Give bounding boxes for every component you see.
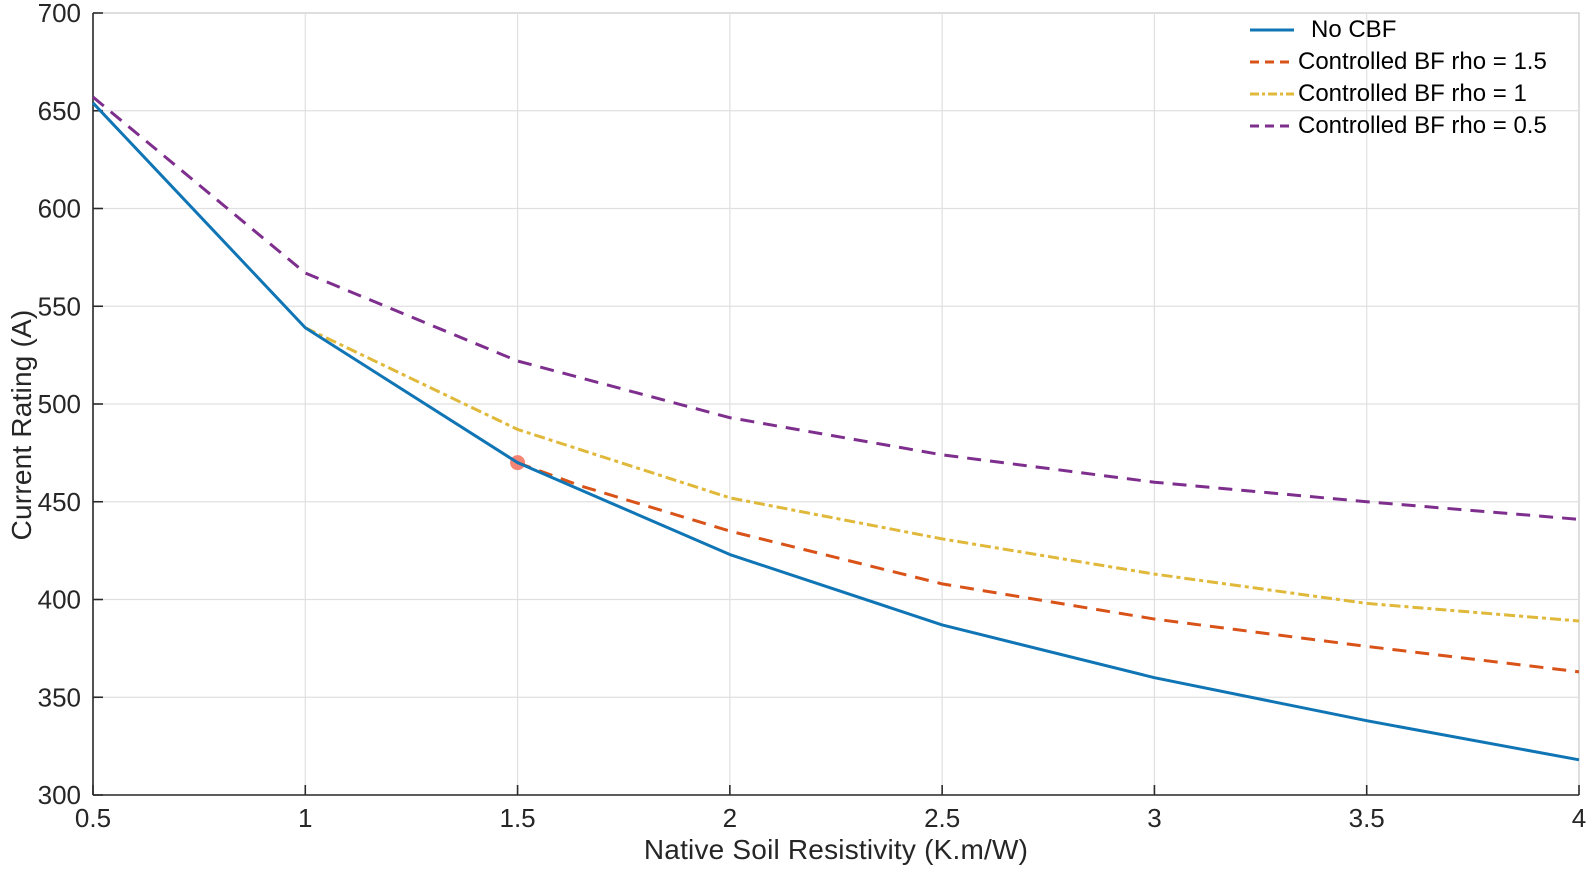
series-line-1 (517, 461, 1580, 674)
y-tick-label: 700 (38, 0, 81, 28)
y-tick-label: 300 (38, 780, 81, 810)
x-tick-label: 0.5 (75, 803, 111, 833)
x-tick-label: 2.5 (924, 803, 960, 833)
legend: No CBF Controlled BF rho = 1.5 Controlle… (1250, 14, 1547, 142)
legend-swatch-line (1250, 60, 1294, 64)
y-tick-label: 650 (38, 96, 81, 126)
legend-item-no-cbf: No CBF (1250, 14, 1547, 46)
legend-label: Controlled BF rho = 0.5 (1298, 112, 1547, 139)
legend-item-controlled-bf-rho-0-5: Controlled BF rho = 0.5 (1250, 110, 1547, 142)
x-axis-label: Native Soil Resistivity (K.m/W) (643, 834, 1029, 865)
y-tick-label: 550 (38, 291, 81, 321)
series-line-2 (304, 326, 1580, 623)
legend-label: Controlled BF rho = 1.5 (1298, 48, 1547, 75)
legend-item-controlled-bf-rho-1-5: Controlled BF rho = 1.5 (1250, 46, 1547, 78)
x-tick-label: 1 (298, 803, 312, 833)
legend-label: Controlled BF rho = 1 (1298, 80, 1527, 107)
x-tick-label: 2 (723, 803, 737, 833)
x-tick-label: 3.5 (1349, 803, 1385, 833)
legend-item-controlled-bf-rho-1: Controlled BF rho = 1 (1250, 78, 1547, 110)
legend-label: No CBF (1311, 16, 1397, 43)
y-tick-label: 450 (38, 487, 81, 517)
series-line-0 (91, 101, 1580, 762)
legend-swatch-line (1250, 124, 1294, 128)
x-tick-label: 1.5 (499, 803, 535, 833)
y-axis-label: Current Rating (A) (6, 309, 37, 541)
legend-swatch-line (1250, 28, 1294, 32)
y-tick-label: 600 (38, 194, 81, 224)
x-tick-label: 3 (1147, 803, 1161, 833)
y-tick-label: 400 (38, 585, 81, 615)
y-tick-label: 350 (38, 682, 81, 712)
y-tick-label: 500 (38, 389, 81, 419)
x-tick-label: 4 (1572, 803, 1586, 833)
series-line-3 (92, 95, 1580, 521)
legend-swatch-line (1250, 92, 1294, 96)
